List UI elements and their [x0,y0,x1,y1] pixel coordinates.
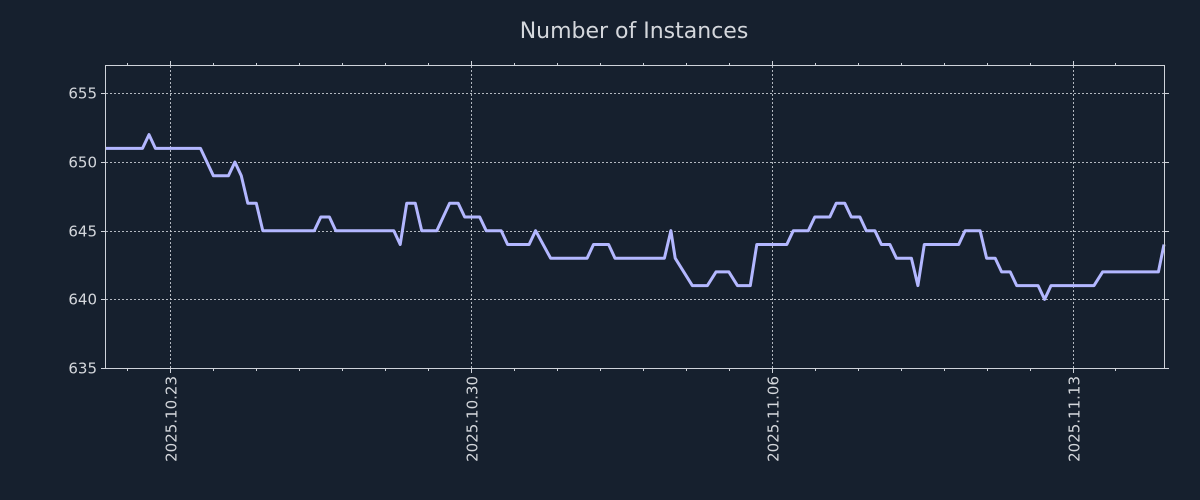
y-tick-label: 645 [68,223,97,241]
series-line [106,133,1166,301]
x-tick-label: 2025.11.13 [1066,376,1084,462]
x-tick-label: 2025.11.06 [765,376,783,462]
grid-lines [106,66,1164,369]
chart-title: Number of Instances [520,19,749,44]
x-tick-label: 2025.10.30 [464,376,482,462]
series-layer [106,133,1166,301]
y-tick-label: 650 [68,154,97,172]
axis-ticks [101,61,1169,373]
tick-labels: 635 640 645 650 655 2025.10.23 2025.10.30 2025.… [68,85,1083,462]
y-tick-label: 655 [68,85,97,103]
x-tick-label: 2025.10.23 [163,376,181,462]
plot-frame [105,65,1165,369]
y-tick-label: 640 [68,291,97,309]
y-tick-label: 635 [68,360,97,378]
